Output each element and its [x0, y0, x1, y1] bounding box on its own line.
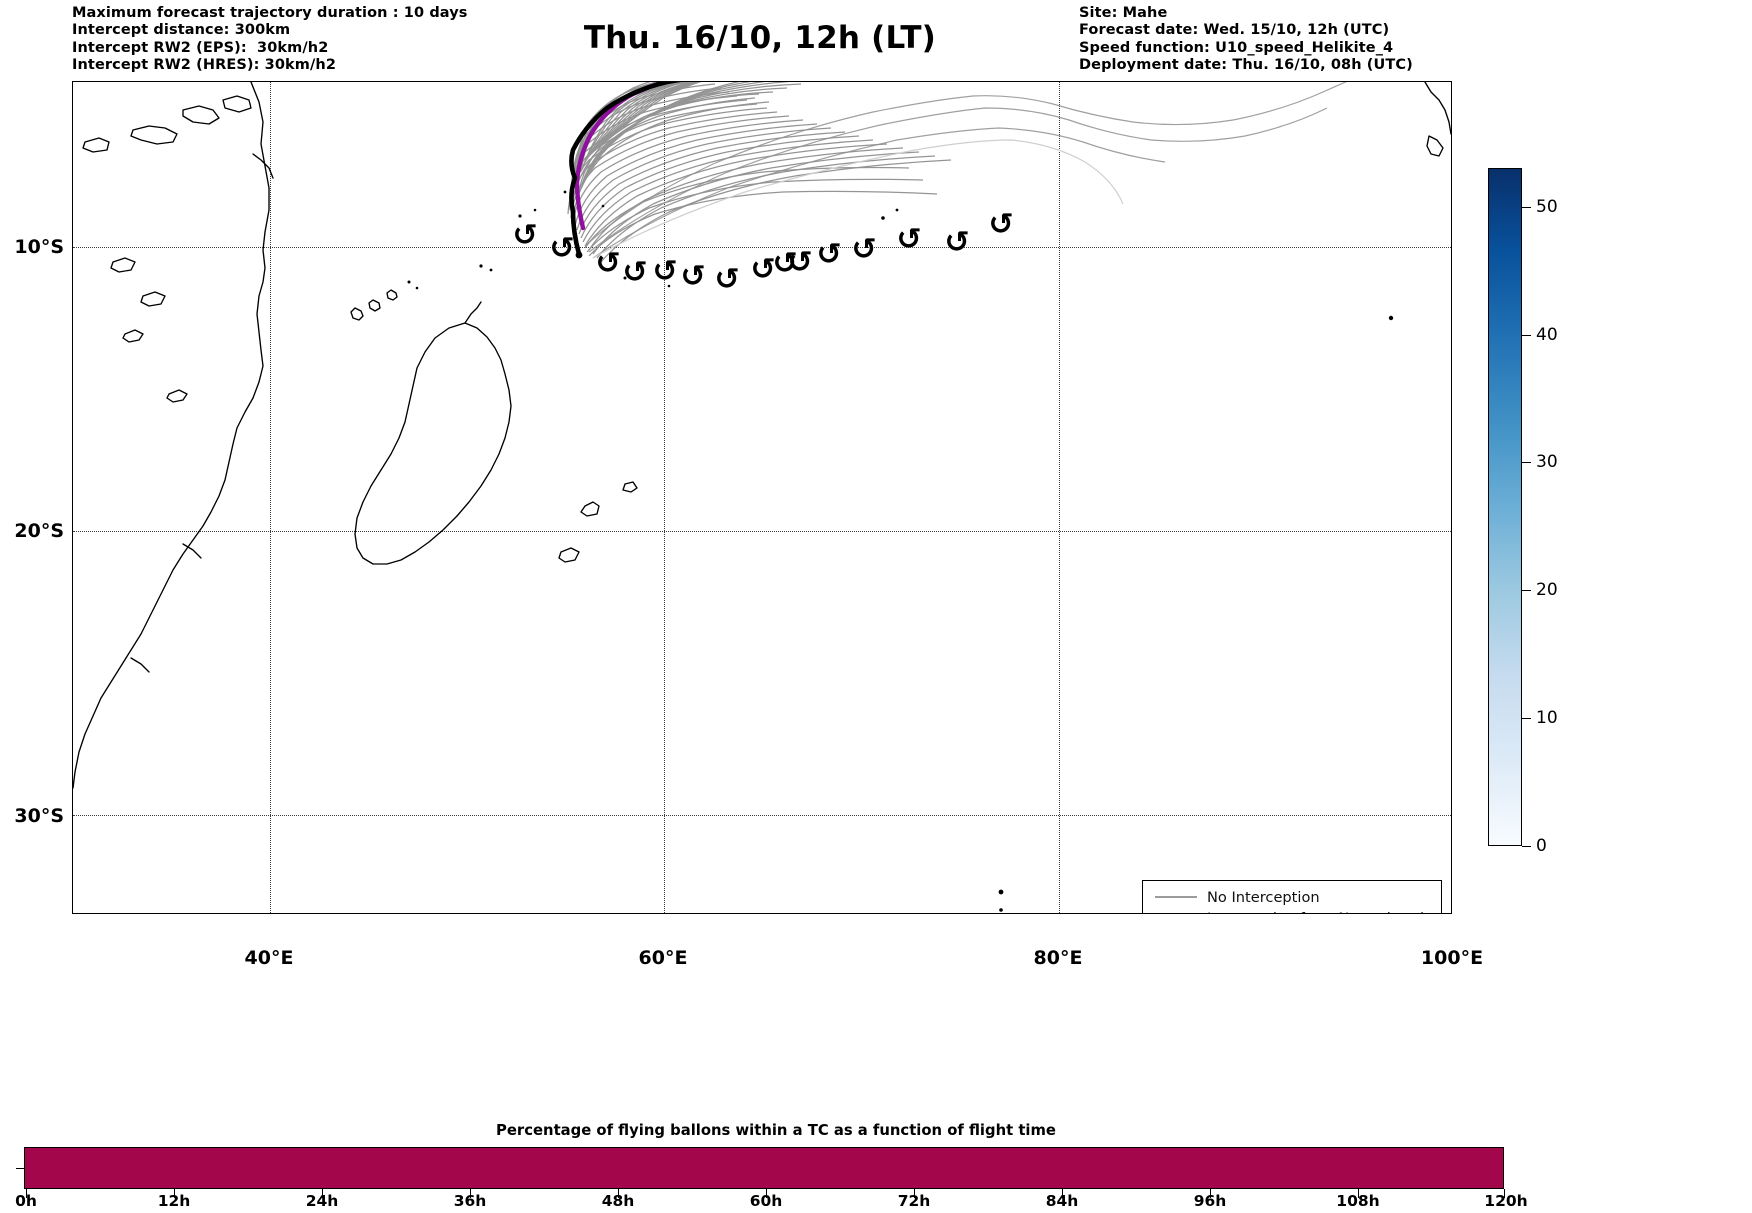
- lon-tick-label-80E: 80°E: [1033, 947, 1083, 969]
- colorbar-ticklabel-0: 0: [1536, 836, 1547, 856]
- time-label-60h: 60h: [749, 1192, 783, 1210]
- time-tick-12h: [173, 1189, 175, 1198]
- time-tick-0h: [25, 1189, 27, 1198]
- colorbar-gradient: [1488, 168, 1522, 846]
- analysis-trajectory: [569, 82, 682, 257]
- colorbar-ticklabel-30: 30: [1536, 452, 1558, 473]
- colorbar-axis-label: Named cyclones forecast - Number of EPS …: [1562, 168, 1752, 846]
- colorbar-ticklabel-10: 10: [1536, 708, 1558, 729]
- time-tick-48h: [617, 1189, 619, 1198]
- lon-tick-label-100E: 100°E: [1420, 947, 1484, 969]
- gridline-lon-60E: [664, 82, 666, 913]
- time-label-84h: 84h: [1045, 1192, 1079, 1210]
- colorbar: 0 10 20 30 40 50: [1488, 168, 1558, 856]
- colorbar-tick-30: [1522, 462, 1531, 464]
- lon-tick-label-60E: 60°E: [638, 947, 688, 969]
- time-tick-60h: [765, 1189, 767, 1198]
- time-tick-84h: [1061, 1189, 1063, 1198]
- legend-label: Interception from Named cyclone: [1200, 910, 1451, 913]
- page-title: Thu. 16/10, 12h (LT): [583, 20, 937, 56]
- map-geometry-layer: ↻ ↻ ↻ ↻ ↻ ↻ ↻ ↻ ↻ ↻ ↻ ↻ ↻ ↻ ↻: [73, 82, 1451, 912]
- param-line-intercept-rw2-hres: Intercept RW2 (HRES): 30km/h2: [72, 57, 337, 74]
- map-plot-area: ↻ ↻ ↻ ↻ ↻ ↻ ↻ ↻ ↻ ↻ ↻ ↻ ↻ ↻ ↻: [72, 81, 1452, 914]
- lat-tick-label-30S: 30°S: [14, 805, 64, 827]
- colorbar-tick-10: [1522, 718, 1531, 720]
- time-label-0h: 0h: [15, 1192, 37, 1210]
- gridline-lat-20S: [73, 531, 1451, 532]
- legend-line-swatch: [1152, 893, 1200, 901]
- svg-text:↻: ↻: [750, 252, 775, 287]
- meta-line-forecast-date: Forecast date: Wed. 15/10, 12h (UTC): [1079, 22, 1390, 39]
- time-label-12h: 12h: [157, 1192, 191, 1210]
- legend-label: No Interception: [1207, 888, 1320, 906]
- gridline-lat-30S: [73, 815, 1451, 817]
- svg-text:↻: ↻: [988, 207, 1013, 242]
- eps-trajectory-faint: [592, 139, 1124, 259]
- svg-text:↻: ↻: [652, 254, 677, 289]
- time-label-96h: 96h: [1193, 1192, 1227, 1210]
- lat-tick-label-20S: 20°S: [14, 520, 64, 542]
- time-label-48h: 48h: [601, 1192, 635, 1210]
- param-line-max-duration: Maximum forecast trajectory duration : 1…: [72, 5, 468, 21]
- svg-text:↻: ↻: [595, 246, 620, 281]
- colorbar-ticklabel-50: 50: [1536, 196, 1558, 217]
- svg-text:↻: ↻: [512, 218, 537, 253]
- time-tick-96h: [1209, 1189, 1211, 1198]
- island-dots: [407, 190, 1394, 912]
- time-tick-36h: [469, 1189, 471, 1198]
- launch-point-marker: [575, 251, 583, 259]
- colorbar-tick-40: [1522, 334, 1531, 336]
- coastline-layer: [73, 82, 1451, 789]
- lon-tick-label-40E: 40°E: [244, 947, 294, 969]
- legend-row-no-interception: No Interception: [1152, 887, 1432, 908]
- colorbar-tick-50: [1522, 206, 1531, 208]
- site-metadata-block: Site: Mahe Forecast date: Wed. 15/10, 12…: [1079, 5, 1719, 75]
- time-tick-120h: [1503, 1189, 1505, 1198]
- time-label-24h: 24h: [305, 1192, 339, 1210]
- legend-row-named-cyclone: Interception from Named cyclone: [1152, 908, 1451, 913]
- gridline-lon-80E: [1058, 82, 1060, 913]
- percentage-bar-ytick: [16, 1168, 24, 1169]
- svg-text:↻: ↻: [816, 237, 841, 272]
- eps-trajectory-bundle: [567, 82, 952, 263]
- param-line-intercept-rw2-eps: Intercept RW2 (EPS): 30km/h2: [72, 39, 329, 56]
- gridline-lat-10S: [73, 246, 1451, 248]
- time-tick-72h: [913, 1189, 915, 1198]
- colorbar-tick-20: [1522, 590, 1531, 592]
- percentage-bar-axes: [24, 1147, 1504, 1189]
- time-tick-24h: [321, 1189, 323, 1198]
- meta-line-site: Site: Mahe: [1079, 5, 1168, 21]
- svg-text:↻: ↻: [851, 232, 876, 267]
- svg-text:↻: ↻: [772, 246, 797, 281]
- map-legend: No Interception Interception from Named …: [1142, 880, 1451, 913]
- colorbar-ticklabel-20: 20: [1536, 580, 1558, 601]
- svg-text:↻: ↻: [896, 222, 921, 257]
- forecast-parameters-block: Maximum forecast trajectory duration : 1…: [72, 5, 632, 75]
- eps-trajectory-outliers: [584, 82, 1348, 259]
- lat-tick-label-10S: 10°S: [14, 236, 64, 258]
- meta-line-speed-function: Speed function: U10_speed_Helikite_4: [1079, 39, 1394, 56]
- time-label-120h: 120h: [1484, 1192, 1528, 1210]
- svg-text:↻: ↻: [787, 245, 812, 280]
- svg-text:↻: ↻: [622, 255, 647, 290]
- time-tick-108h: [1357, 1189, 1359, 1198]
- gridline-lon-40E: [270, 82, 272, 913]
- bottom-bar-title: Percentage of flying ballons within a TC…: [496, 1122, 1056, 1139]
- time-label-72h: 72h: [897, 1192, 931, 1210]
- colorbar-ticklabel-40: 40: [1536, 324, 1558, 345]
- colorbar-tick-0: [1522, 846, 1531, 847]
- param-line-intercept-distance: Intercept distance: 300km: [72, 22, 291, 39]
- time-label-36h: 36h: [453, 1192, 487, 1210]
- svg-text:↻: ↻: [944, 225, 969, 260]
- percentage-bar-fill: [25, 1148, 1503, 1188]
- svg-text:↻: ↻: [714, 262, 739, 297]
- svg-text:↻: ↻: [680, 259, 705, 294]
- meta-line-deployment-date: Deployment date: Thu. 16/10, 08h (UTC): [1079, 57, 1413, 74]
- tc-observation-markers: ↻ ↻ ↻ ↻ ↻ ↻ ↻ ↻ ↻ ↻ ↻ ↻ ↻ ↻ ↻: [512, 207, 1013, 297]
- svg-text:↻: ↻: [549, 231, 574, 266]
- time-label-108h: 108h: [1336, 1192, 1380, 1210]
